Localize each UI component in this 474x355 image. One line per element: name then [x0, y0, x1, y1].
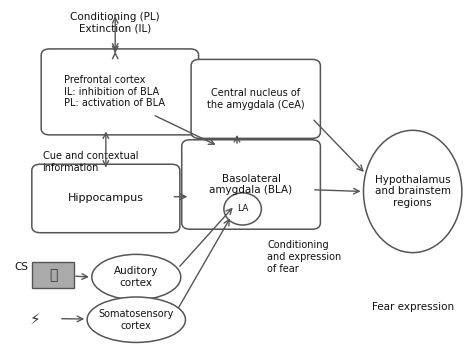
Text: LA: LA	[237, 204, 248, 213]
FancyBboxPatch shape	[182, 140, 320, 229]
Text: Conditioning
and expression
of fear: Conditioning and expression of fear	[267, 240, 342, 274]
FancyBboxPatch shape	[32, 262, 74, 288]
Ellipse shape	[224, 193, 261, 225]
Text: CS: CS	[15, 262, 28, 272]
Text: Prefrontal cortex
IL: inhibition of BLA
PL: activation of BLA: Prefrontal cortex IL: inhibition of BLA …	[64, 75, 164, 109]
Text: Cue and contextual
information: Cue and contextual information	[43, 151, 138, 173]
Text: Conditioning (PL)
Extinction (IL): Conditioning (PL) Extinction (IL)	[71, 11, 160, 33]
Ellipse shape	[364, 130, 462, 253]
Ellipse shape	[92, 255, 181, 300]
Text: Fear expression: Fear expression	[372, 301, 454, 312]
Text: Somatosensory
cortex: Somatosensory cortex	[99, 309, 174, 331]
Text: ⚡: ⚡	[30, 312, 41, 327]
Text: Hypothalamus
and brainstem
regions: Hypothalamus and brainstem regions	[374, 175, 451, 208]
Text: Central nucleus of
the amygdala (CeA): Central nucleus of the amygdala (CeA)	[207, 88, 305, 110]
Text: Basolateral
amygdala (BLA): Basolateral amygdala (BLA)	[210, 174, 292, 195]
Text: Hippocampus: Hippocampus	[68, 193, 144, 203]
FancyBboxPatch shape	[191, 59, 320, 138]
FancyBboxPatch shape	[32, 164, 180, 233]
FancyBboxPatch shape	[41, 49, 199, 135]
Text: Auditory
cortex: Auditory cortex	[114, 266, 158, 288]
Ellipse shape	[87, 297, 185, 343]
Text: 🔊: 🔊	[49, 268, 57, 282]
